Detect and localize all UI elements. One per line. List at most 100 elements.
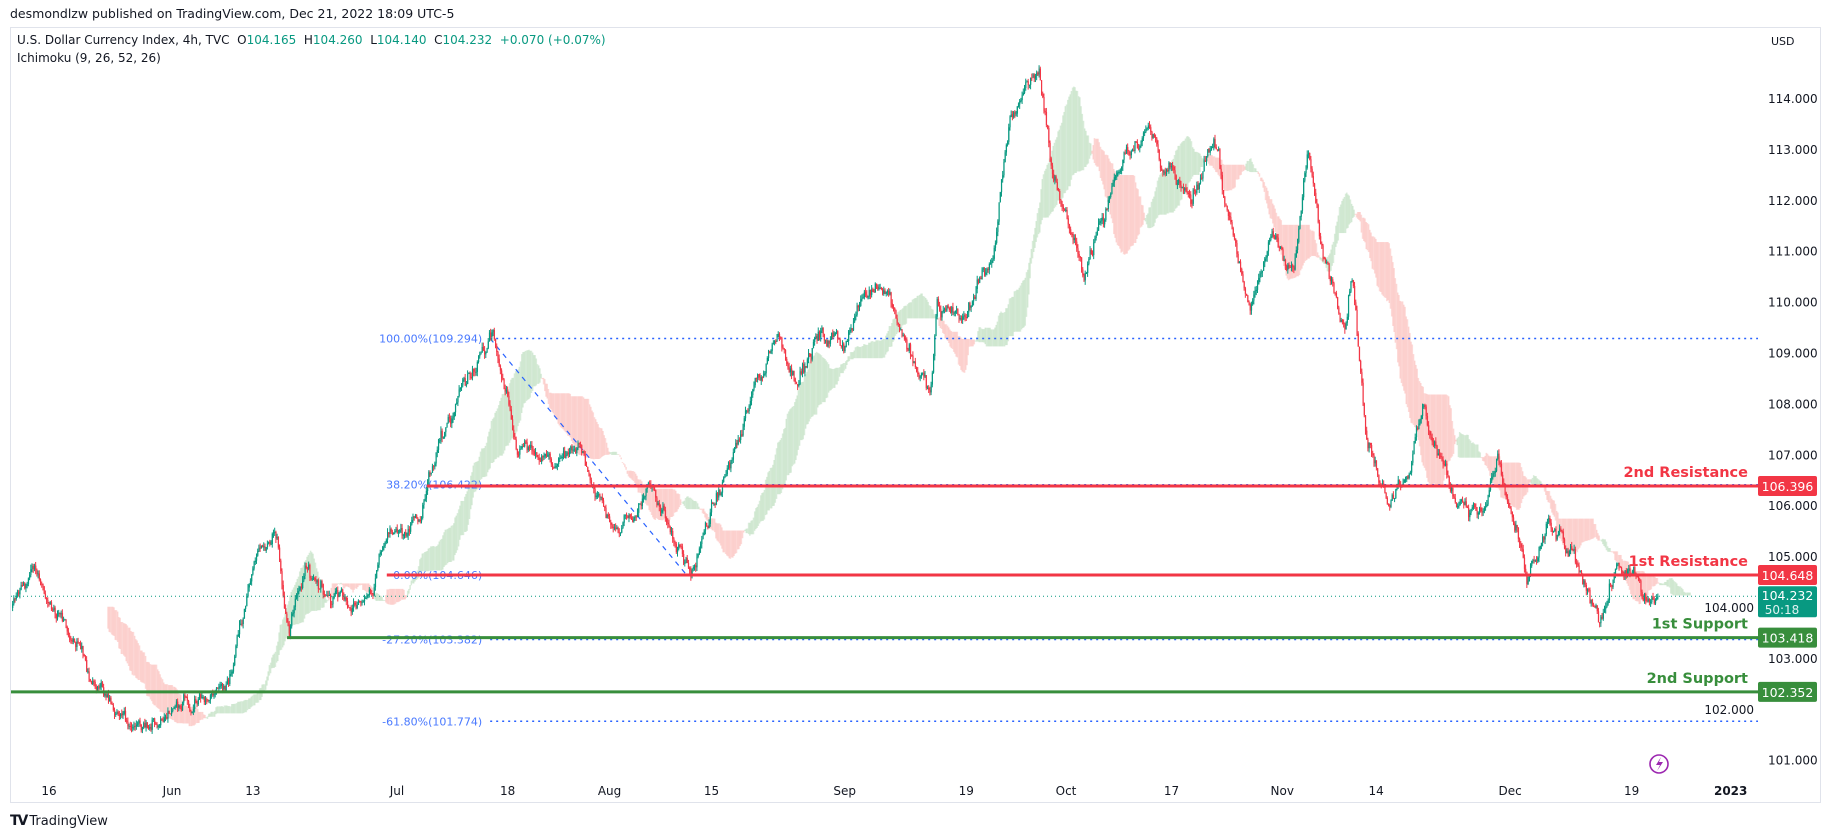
cloud-segment <box>1549 495 1552 509</box>
cloud-segment <box>1255 168 1257 173</box>
cloud-segment <box>1437 394 1439 487</box>
candle-body <box>516 449 519 455</box>
candle-body <box>846 341 849 343</box>
cloud-segment <box>1062 115 1064 198</box>
cloud-segment <box>929 306 932 319</box>
cloud-segment <box>1671 578 1673 595</box>
candle <box>1024 84 1026 95</box>
candle-body <box>59 612 61 615</box>
cloud-segment <box>303 561 306 619</box>
candle <box>283 591 286 609</box>
cloud-segment <box>565 393 568 434</box>
candle-body <box>171 710 173 714</box>
chart-frame[interactable] <box>10 27 1821 803</box>
cloud-segment <box>537 365 540 384</box>
cloud-segment <box>320 586 323 608</box>
candle <box>1338 305 1340 315</box>
cloud-segment <box>1287 224 1290 281</box>
candle <box>1300 210 1302 221</box>
fib-trend-line[interactable] <box>489 338 688 576</box>
candle <box>771 342 773 355</box>
cloud-segment <box>548 392 551 408</box>
candle-body <box>1158 149 1160 160</box>
candle-body <box>1096 230 1099 236</box>
candle <box>509 400 511 412</box>
cloud-segment <box>1286 224 1289 279</box>
cloud-segment <box>1489 456 1491 476</box>
cloud-segment <box>992 329 995 347</box>
candle-body <box>1307 152 1310 155</box>
ichimoku-cloud <box>107 86 1691 727</box>
candle-body <box>1221 175 1223 191</box>
cloud-segment <box>980 328 983 343</box>
candle-body <box>100 682 102 687</box>
candle <box>1051 162 1054 179</box>
cloud-segment <box>1676 583 1678 596</box>
cloud-segment <box>1267 190 1269 209</box>
cloud-segment <box>677 493 680 510</box>
candle-body <box>1214 139 1216 148</box>
candle-body <box>661 509 663 513</box>
candle <box>537 454 539 460</box>
candle <box>1476 507 1478 519</box>
cloud-segment <box>423 552 426 572</box>
candle-body <box>1272 231 1274 237</box>
candle <box>1098 218 1100 231</box>
candle <box>905 335 907 343</box>
candle-body <box>1479 507 1481 513</box>
candle <box>736 439 738 449</box>
cloud-segment <box>1411 344 1414 424</box>
candle <box>1169 162 1171 170</box>
candle-body <box>1311 168 1313 177</box>
candle-body <box>1374 460 1376 464</box>
candle <box>270 540 272 546</box>
candle-body <box>420 517 423 522</box>
candle <box>610 519 612 529</box>
candle-body <box>627 515 629 518</box>
candle-body <box>1471 507 1473 509</box>
candle-body <box>1025 82 1027 88</box>
cloud-segment <box>135 639 137 678</box>
candle-body <box>145 722 147 728</box>
candle <box>873 288 875 293</box>
candle <box>883 286 885 296</box>
candle-body <box>188 700 190 708</box>
cloud-segment <box>465 494 467 532</box>
cloud-segment <box>653 488 655 520</box>
candle-body <box>428 472 430 483</box>
candle-body <box>319 588 321 590</box>
candle <box>951 305 953 317</box>
cloud-segment <box>699 508 701 510</box>
candle <box>630 513 633 521</box>
candle <box>174 704 176 710</box>
candle-body <box>293 606 295 614</box>
candle-body <box>588 471 590 474</box>
cloud-segment <box>1272 203 1274 224</box>
cloud-segment <box>821 357 824 403</box>
candle-body <box>294 598 297 607</box>
cloud-segment <box>869 342 871 359</box>
candle-body <box>911 355 913 357</box>
candle-body <box>1017 104 1020 107</box>
cloud-segment <box>1509 462 1512 505</box>
cloud-segment <box>688 497 690 510</box>
cloud-segment <box>284 613 286 642</box>
cloud-segment <box>601 428 603 457</box>
cloud-segment <box>1177 145 1179 206</box>
candle <box>1430 431 1432 441</box>
cloud-segment <box>340 582 342 584</box>
candle <box>157 724 159 730</box>
cloud-segment <box>204 714 206 719</box>
candle-body <box>973 296 975 302</box>
cloud-segment <box>900 309 903 328</box>
candle-body <box>900 329 902 331</box>
candle-body <box>13 598 15 605</box>
cloud-segment <box>842 363 845 374</box>
cloud-segment <box>158 671 160 709</box>
candle-body <box>315 580 317 583</box>
candle-body <box>1326 262 1328 264</box>
candle-body <box>508 395 510 405</box>
cloud-segment <box>870 341 872 359</box>
cloud-segment <box>1662 583 1665 586</box>
